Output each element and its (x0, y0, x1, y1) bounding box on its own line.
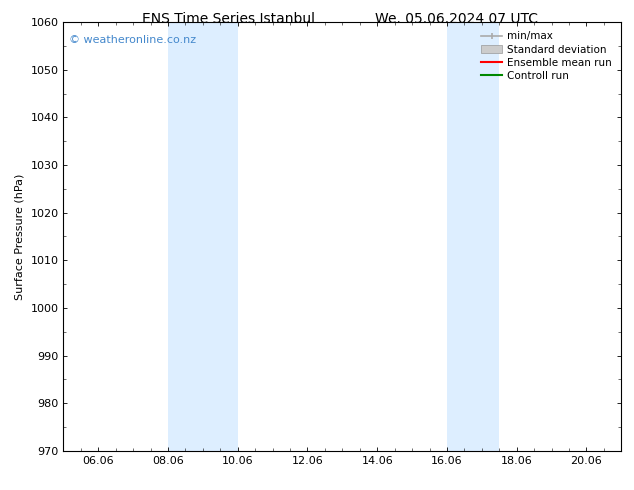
Y-axis label: Surface Pressure (hPa): Surface Pressure (hPa) (15, 173, 25, 299)
Text: We. 05.06.2024 07 UTC: We. 05.06.2024 07 UTC (375, 12, 538, 26)
Text: © weatheronline.co.nz: © weatheronline.co.nz (69, 35, 196, 45)
Bar (168, 22, 238, 451)
Bar (447, 22, 500, 451)
Legend: min/max, Standard deviation, Ensemble mean run, Controll run: min/max, Standard deviation, Ensemble me… (477, 27, 616, 85)
Text: ENS Time Series Istanbul: ENS Time Series Istanbul (142, 12, 314, 26)
